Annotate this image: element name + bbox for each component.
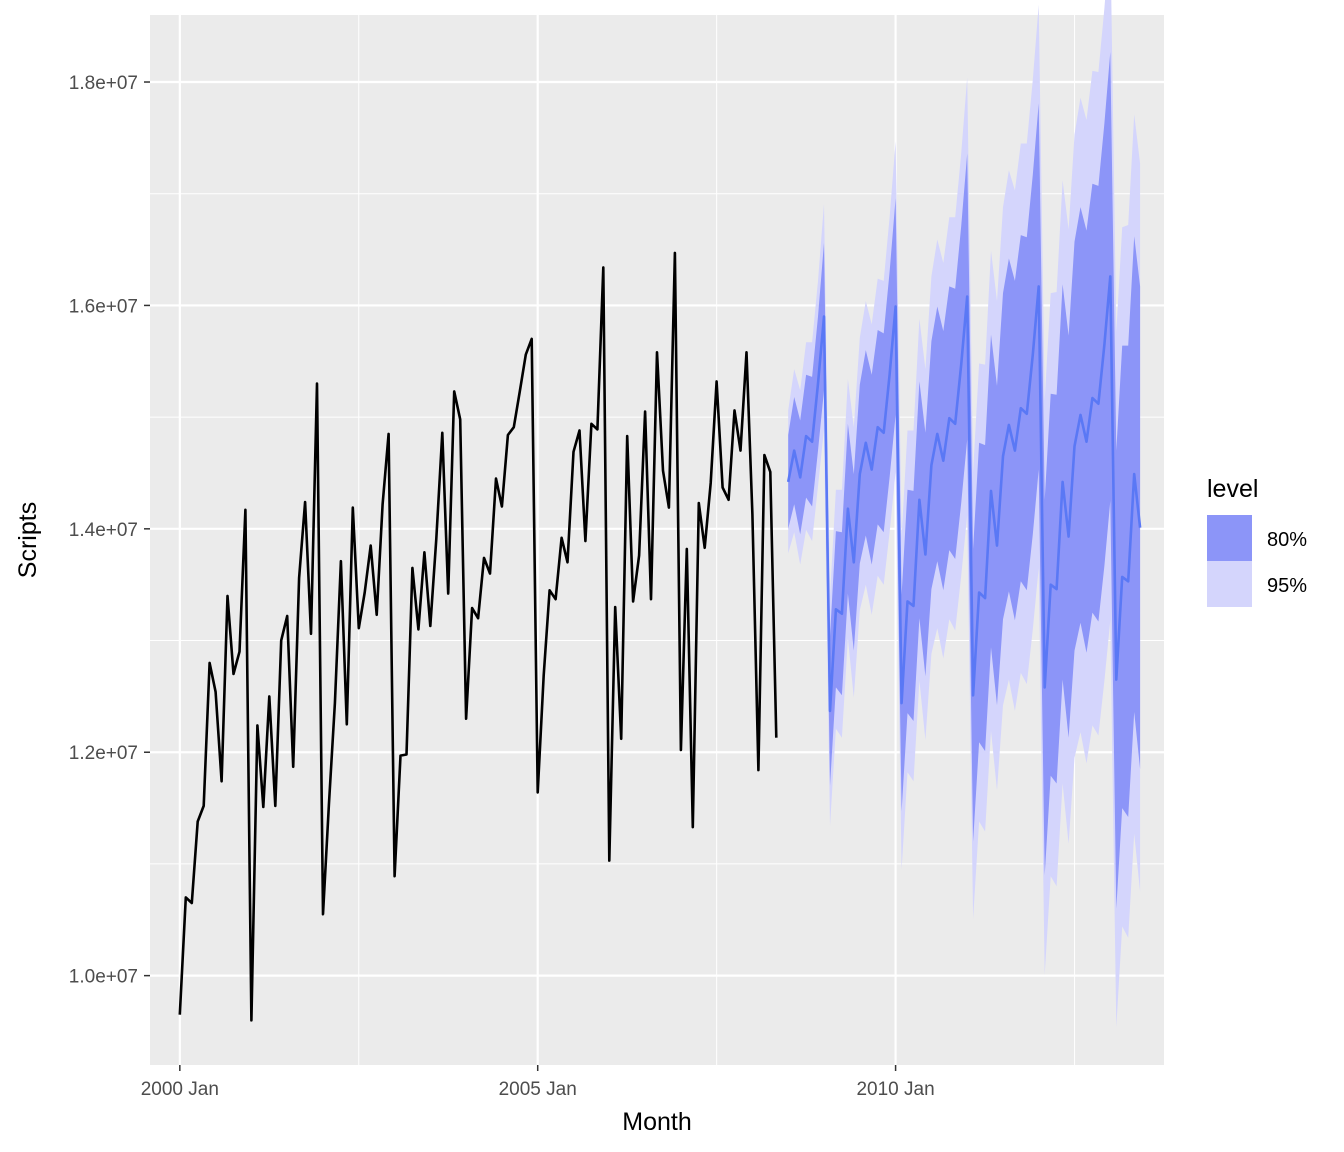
legend-label-80: 80% — [1267, 529, 1307, 551]
y-tick-label: 1.4e+07 — [69, 520, 138, 541]
legend: level 80% 95% — [1207, 475, 1307, 607]
band-80-layer — [788, 51, 1141, 909]
y-tick-label: 1.0e+07 — [69, 967, 138, 988]
y-tick-label: 1.6e+07 — [69, 296, 138, 317]
legend-label-95: 95% — [1267, 575, 1307, 597]
forecast-mean-line — [786, 275, 1142, 713]
x-axis-title: Month — [622, 1108, 691, 1136]
x-tick-label: 2010 Jan — [856, 1079, 934, 1100]
x-tick-label: 2000 Jan — [141, 1079, 219, 1100]
series-lines — [178, 251, 1142, 1022]
x-axis-ticks: 2000 Jan 2005 Jan 2010 Jan — [141, 1065, 935, 1100]
y-axis-ticks: 1.0e+07 1.2e+07 1.4e+07 1.6e+07 1.8e+07 — [69, 73, 150, 988]
legend-title: level — [1207, 475, 1258, 503]
history-line — [178, 251, 778, 1022]
band-80 — [788, 51, 1141, 909]
y-tick-label: 1.2e+07 — [69, 743, 138, 764]
x-tick-label: 2005 Jan — [499, 1079, 577, 1100]
legend-key-95 — [1207, 561, 1252, 607]
y-tick-label: 1.8e+07 — [69, 73, 138, 94]
legend-key-80 — [1207, 515, 1252, 561]
y-axis-title: Scripts — [14, 502, 42, 578]
